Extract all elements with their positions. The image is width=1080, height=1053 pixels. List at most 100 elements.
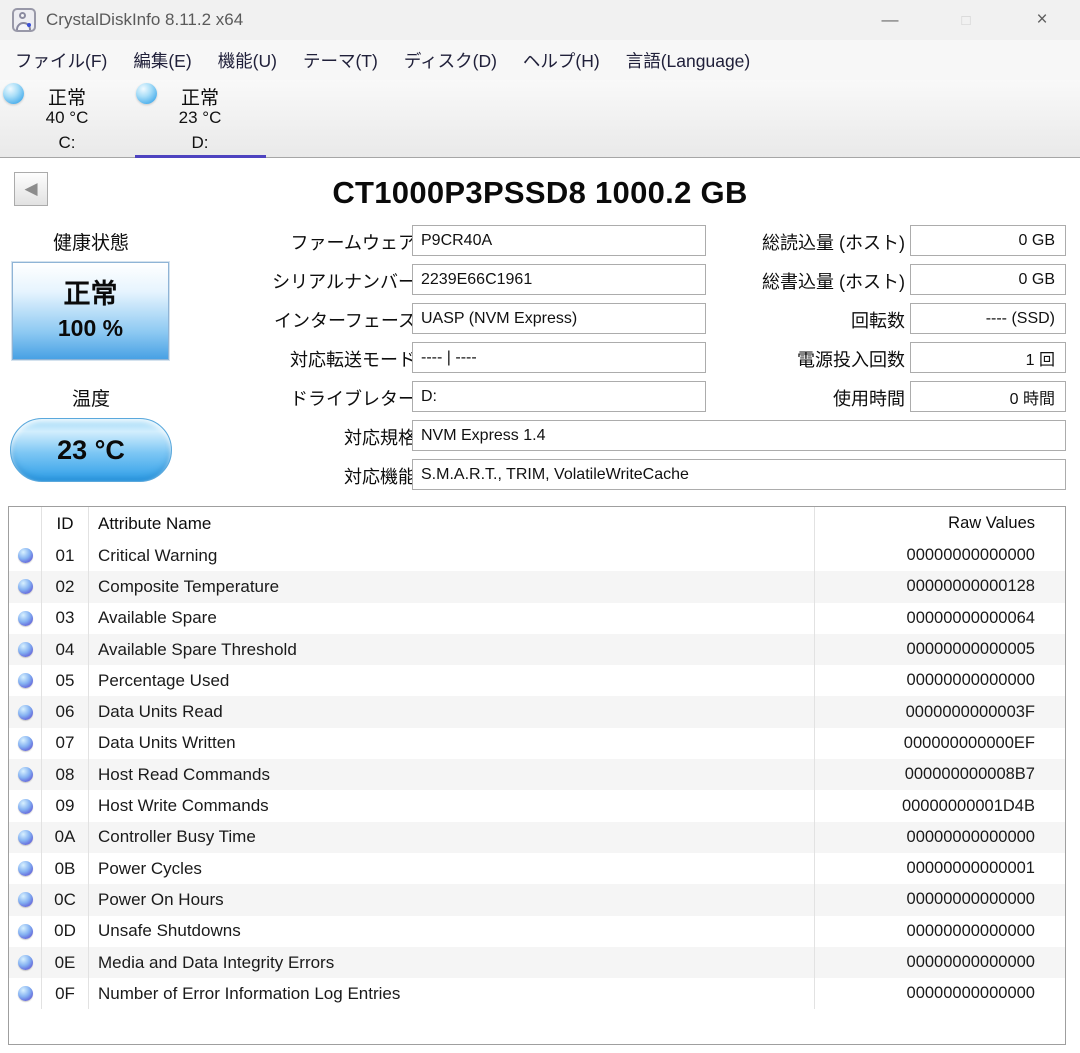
standard-field[interactable]: NVM Express 1.4 <box>412 420 1066 451</box>
attr-id: 05 <box>42 665 89 697</box>
attr-id: 03 <box>42 602 89 634</box>
temperature-label: 温度 <box>71 389 110 410</box>
status-column-header <box>9 507 42 540</box>
health-percent-value: 100 % <box>57 314 124 341</box>
attr-id: 0C <box>42 884 89 916</box>
table-row[interactable]: 02 Composite Temperature 00000000000128 <box>9 571 1065 603</box>
total-writes-field[interactable]: 0 GB <box>910 264 1066 295</box>
attr-id: 06 <box>42 696 89 728</box>
attr-id: 01 <box>42 540 89 572</box>
maximize-icon[interactable]: □ <box>961 11 971 29</box>
table-row[interactable]: 0A Controller Busy Time 00000000000000 <box>9 821 1065 853</box>
menu-disk[interactable]: ディスク(D) <box>403 50 497 71</box>
features-field[interactable]: S.M.A.R.T., TRIM, VolatileWriteCache <box>412 459 1066 490</box>
attr-name: Composite Temperature <box>98 576 280 596</box>
disk-tab-d[interactable]: 正常 23 °C D: <box>133 80 267 158</box>
table-row[interactable]: 0F Number of Error Information Log Entri… <box>9 978 1065 1010</box>
temperature-value: 23 °C <box>57 434 125 465</box>
attr-raw-value: 00000000000001 <box>814 852 1065 885</box>
table-row[interactable]: 0E Media and Data Integrity Errors 00000… <box>9 946 1065 979</box>
attr-name: Available Spare <box>98 608 217 628</box>
attr-id: 02 <box>42 571 89 603</box>
attr-name: Host Write Commands <box>98 796 269 816</box>
table-row[interactable]: 06 Data Units Read 0000000000003F <box>9 696 1065 728</box>
power-on-count-field[interactable]: 1 回 <box>910 342 1066 373</box>
serial-number-field[interactable]: 2239E66C1961 <box>412 264 706 295</box>
disk-status-orb-icon <box>136 83 157 104</box>
attr-name: Number of Error Information Log Entries <box>98 983 401 1003</box>
menu-file[interactable]: ファイル(F) <box>15 50 108 71</box>
table-row[interactable]: 0D Unsafe Shutdowns 00000000000000 <box>9 915 1065 947</box>
status-orb-icon <box>9 602 42 634</box>
attr-raw-value: 00000000000000 <box>814 665 1065 697</box>
attr-id: 07 <box>42 727 89 760</box>
status-orb-icon <box>9 978 42 1010</box>
attr-id: 04 <box>42 633 89 666</box>
close-icon[interactable]: × <box>1036 9 1048 30</box>
name-column-header[interactable]: Attribute Name <box>98 513 212 533</box>
attr-name: Percentage Used <box>98 670 230 690</box>
window-title: CrystalDiskInfo 8.11.2 x64 <box>46 10 244 29</box>
disk-temp-text: 23 °C <box>178 108 222 127</box>
total-reads-field[interactable]: 0 GB <box>910 225 1066 256</box>
id-column-header[interactable]: ID <box>42 507 89 540</box>
attr-raw-value: 000000000008B7 <box>814 759 1065 791</box>
rotation-rate-label: 回転数 <box>851 311 905 331</box>
attr-name: Controller Busy Time <box>98 827 256 847</box>
drive-letter-label: ドライブレター <box>290 389 416 409</box>
attr-raw-value: 00000000001D4B <box>814 790 1065 822</box>
table-row[interactable]: 0C Power On Hours 00000000000000 <box>9 884 1065 916</box>
attr-name: Power On Hours <box>98 889 224 909</box>
table-row[interactable]: 0B Power Cycles 00000000000001 <box>9 852 1065 885</box>
disk-letter-text: D: <box>191 133 209 152</box>
disk-tab-strip: 正常 40 °C C: 正常 23 °C D: <box>0 80 1080 158</box>
attr-raw-value: 000000000000EF <box>814 727 1065 760</box>
window-controls: — □ × <box>852 0 1080 40</box>
attr-name: Host Read Commands <box>98 764 270 784</box>
attr-raw-value: 00000000000000 <box>814 915 1065 947</box>
health-status-button[interactable]: 正常 100 % <box>12 262 169 360</box>
attr-raw-value: 00000000000005 <box>814 633 1065 666</box>
table-header: ID Attribute Name Raw Values <box>9 507 1065 540</box>
table-row[interactable]: 07 Data Units Written 000000000000EF <box>9 727 1065 760</box>
transfer-mode-label: 対応転送モード <box>290 350 416 370</box>
interface-field[interactable]: UASP (NVM Express) <box>412 303 706 334</box>
status-orb-icon <box>9 759 42 791</box>
menu-theme[interactable]: テーマ(T) <box>302 50 378 71</box>
rotation-rate-field[interactable]: ---- (SSD) <box>910 303 1066 334</box>
standard-label: 対応規格 <box>344 428 416 448</box>
menu-function[interactable]: 機能(U) <box>217 50 277 71</box>
table-row[interactable]: 08 Host Read Commands 000000000008B7 <box>9 759 1065 791</box>
table-row[interactable]: 03 Available Spare 00000000000064 <box>9 602 1065 634</box>
attr-name: Power Cycles <box>98 858 202 878</box>
total-writes-label: 総書込量 (ホスト) <box>762 272 905 292</box>
attr-raw-value: 00000000000000 <box>814 540 1065 572</box>
status-orb-icon <box>9 946 42 979</box>
health-status-value: 正常 <box>63 279 118 310</box>
status-orb-icon <box>9 540 42 572</box>
transfer-mode-field[interactable]: ---- | ---- <box>412 342 706 373</box>
table-row[interactable]: 05 Percentage Used 00000000000000 <box>9 665 1065 697</box>
back-button[interactable]: ◀ <box>14 172 48 206</box>
raw-values-column-header[interactable]: Raw Values <box>814 507 1065 540</box>
attr-raw-value: 00000000000000 <box>814 978 1065 1010</box>
power-on-hours-field[interactable]: 0 時間 <box>910 381 1066 412</box>
attr-id: 08 <box>42 759 89 791</box>
drive-letter-field[interactable]: D: <box>412 381 706 412</box>
minimize-icon[interactable]: — <box>881 10 899 29</box>
menu-language[interactable]: 言語(Language) <box>625 50 751 71</box>
menu-help[interactable]: ヘルプ(H) <box>522 50 600 71</box>
table-row[interactable]: 04 Available Spare Threshold 00000000000… <box>9 633 1065 666</box>
attr-id: 0E <box>42 946 89 979</box>
menu-edit[interactable]: 編集(E) <box>133 50 192 71</box>
table-row[interactable]: 01 Critical Warning 00000000000000 <box>9 540 1065 572</box>
smart-attribute-table: ID Attribute Name Raw Values 01 Critical… <box>8 506 1066 1045</box>
table-row[interactable]: 09 Host Write Commands 00000000001D4B <box>9 790 1065 822</box>
firmware-field[interactable]: P9CR40A <box>412 225 706 256</box>
disk-tab-c[interactable]: 正常 40 °C C: <box>0 80 134 157</box>
status-orb-icon <box>9 884 42 916</box>
temperature-button[interactable]: 23 °C <box>10 418 172 482</box>
attr-id: 0B <box>42 852 89 885</box>
disk-status-orb-icon <box>3 83 24 104</box>
